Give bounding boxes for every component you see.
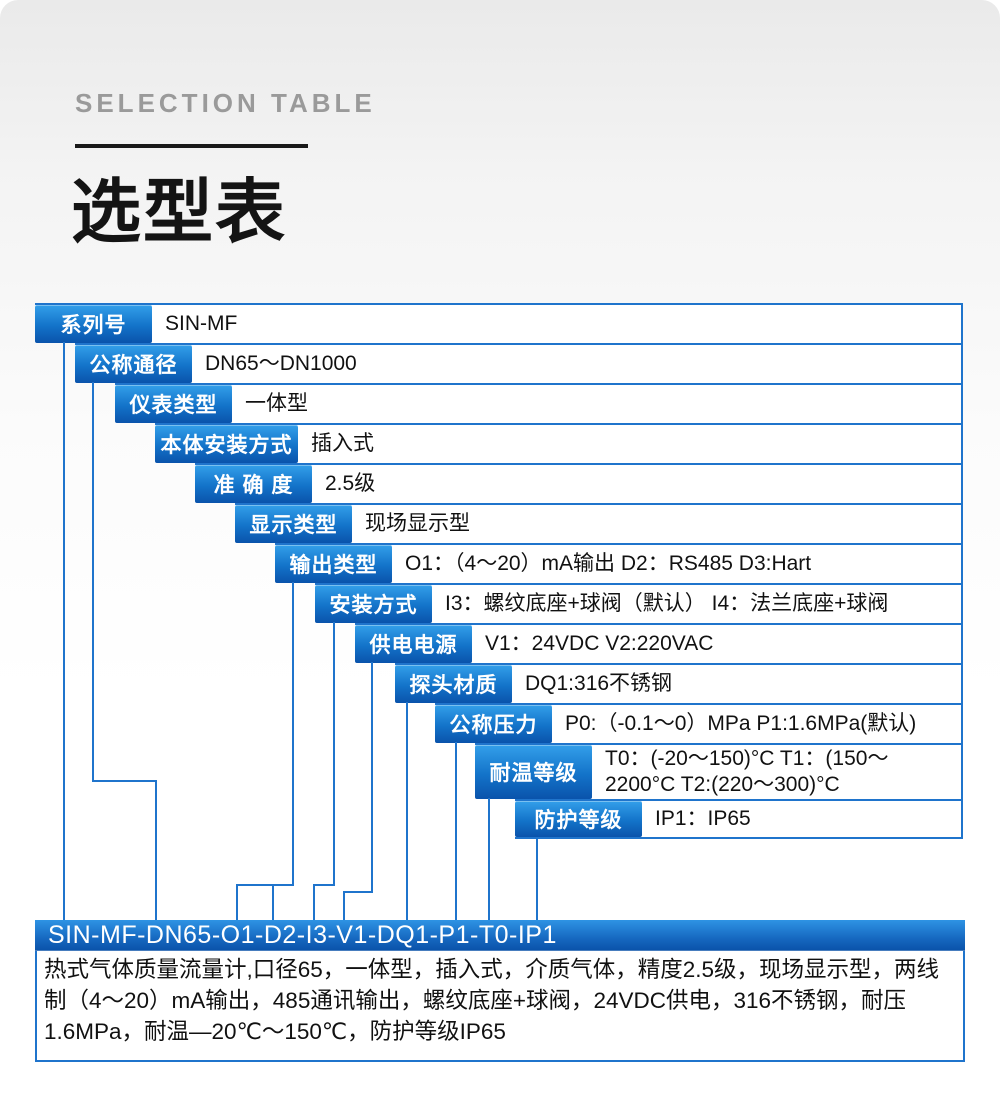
connector-line [488, 798, 490, 922]
model-description: 热式气体质量流量计,口径65，一体型，插入式，介质气体，精度2.5级，现场显示型… [35, 951, 965, 1062]
connector-line [92, 382, 94, 782]
spec-label: 系列号 [35, 305, 152, 343]
spec-value: O1：（4～20）mA输出 D2：RS485 D3:Hart [405, 552, 812, 575]
spec-row-diameter: 公称通径 DN65～DN1000 [75, 343, 963, 383]
spec-row-accuracy: 准 确 度 2.5级 [195, 463, 963, 503]
spec-value: P0:（-0.1～0）MPa P1:1.6MPa(默认) [565, 712, 917, 735]
spec-label: 安装方式 [315, 585, 432, 623]
spec-label: 探头材质 [395, 665, 512, 703]
connector-line [92, 780, 157, 782]
spec-row-meter-type: 仪表类型 一体型 [115, 383, 963, 423]
connector-line [536, 838, 538, 922]
spec-label: 供电电源 [355, 625, 472, 663]
spec-row-temperature-rating: 耐温等级 T0：(-20～150)°C T1：(150～2200°C T2:(2… [475, 743, 963, 799]
connector-line [313, 884, 335, 886]
spec-value: DN65～DN1000 [205, 352, 357, 375]
spec-label: 仪表类型 [115, 385, 232, 423]
connector-line [371, 662, 373, 893]
connector-line [292, 582, 294, 886]
spec-value: I3：螺纹底座+球阀（默认） I4：法兰底座+球阀 [445, 592, 889, 615]
spec-value: 2.5级 [325, 472, 376, 495]
connector-line [272, 884, 274, 922]
spec-label: 公称压力 [435, 705, 552, 743]
spec-row-nominal-pressure: 公称压力 P0:（-0.1～0）MPa P1:1.6MPa(默认) [435, 703, 963, 743]
spec-label: 显示类型 [235, 505, 352, 543]
spec-row-output-type: 输出类型 O1：（4～20）mA输出 D2：RS485 D3:Hart [275, 543, 963, 583]
spec-row-probe-material: 探头材质 DQ1:316不锈钢 [395, 663, 963, 703]
spec-value: T0：(-20～150)°C T1：(150～2200°C T2:(220～30… [605, 747, 889, 796]
connector-line [333, 622, 335, 886]
connector-line [236, 884, 294, 886]
spec-value: V1：24VDC V2:220VAC [485, 632, 714, 655]
connector-line [343, 891, 345, 922]
spec-value: 一体型 [245, 392, 308, 415]
spec-label: 防护等级 [515, 801, 642, 837]
page-title: 选型表 [71, 173, 287, 251]
connector-line [343, 891, 373, 893]
connector-line [313, 884, 315, 922]
spec-label: 本体安装方式 [155, 425, 298, 463]
connector-line [155, 780, 157, 922]
spec-row-body-mounting: 本体安装方式 插入式 [155, 423, 963, 463]
spec-value: 现场显示型 [365, 512, 470, 535]
spec-row-display-type: 显示类型 现场显示型 [235, 503, 963, 543]
connector-line [406, 702, 408, 922]
spec-label: 输出类型 [275, 545, 392, 583]
spec-row-protection-rating: 防护等级 IP1：IP65 [515, 799, 963, 839]
model-code: SIN-MF-DN65-O1-D2-I3-V1-DQ1-P1-T0-IP1 [48, 921, 557, 949]
spec-label: 耐温等级 [475, 745, 592, 799]
connector-line [236, 884, 238, 922]
spec-label: 准 确 度 [195, 465, 312, 503]
spec-value: SIN-MF [165, 312, 238, 335]
spec-row-mounting: 安装方式 I3：螺纹底座+球阀（默认） I4：法兰底座+球阀 [315, 583, 963, 623]
spec-value: IP1：IP65 [655, 807, 751, 830]
spec-row-series: 系列号 SIN-MF [35, 303, 963, 343]
spec-value: 插入式 [311, 432, 374, 455]
title-underline [75, 144, 308, 148]
spec-label: 公称通径 [75, 345, 192, 383]
connector-line [63, 342, 65, 922]
model-code-bar: SIN-MF-DN65-O1-D2-I3-V1-DQ1-P1-T0-IP1 [35, 920, 965, 951]
spec-value: DQ1:316不锈钢 [525, 672, 673, 695]
connector-line [455, 742, 457, 922]
spec-row-power-supply: 供电电源 V1：24VDC V2:220VAC [355, 623, 963, 663]
section-eyebrow: SELECTION TABLE [75, 88, 376, 118]
